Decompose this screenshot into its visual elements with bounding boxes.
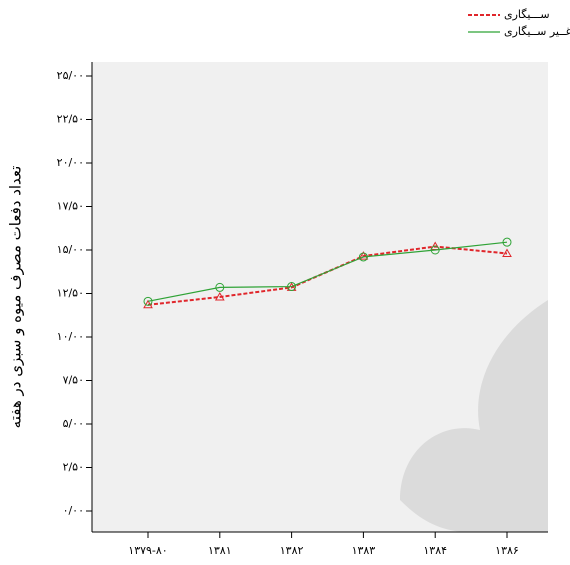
y-tick-label: ۱۰/۰۰	[57, 330, 84, 343]
point	[358, 252, 368, 262]
y-tick-label: ۵/۰۰	[63, 417, 84, 430]
y-tick-label: ۲۵/۰۰	[57, 69, 84, 82]
y-tick-label: ۱۷/۵۰	[57, 200, 84, 213]
x-tick-label: ۱۳۸۳	[352, 544, 376, 557]
point	[143, 299, 153, 309]
x-tick-label: ۱۳۸۲	[280, 544, 304, 557]
y-tick-label: ۱۲/۵۰	[57, 287, 84, 300]
y-axis-label: تعداد دفعات مصرف میوه و سبزی در هفته	[7, 166, 25, 429]
x-tick-label: ۱۳۷۹-۸۰	[128, 544, 167, 557]
y-tick-label: ۲۲/۵۰	[57, 113, 84, 126]
point	[502, 248, 512, 257]
series-line	[147, 241, 508, 302]
point	[358, 251, 369, 260]
point	[287, 282, 297, 292]
y-tick-label: ۱۵/۰۰	[57, 243, 84, 256]
point	[143, 296, 153, 306]
point	[214, 291, 225, 301]
x-tick-label: ۱۳۸۴	[423, 544, 447, 557]
point	[215, 282, 225, 292]
y-tick-label: ۲/۵۰	[63, 461, 84, 474]
legend-label: ســـیگاری	[504, 8, 550, 21]
x-tick-label: ۱۳۸۶	[495, 544, 519, 557]
legend-label: غــیر ســیگاری	[504, 25, 570, 38]
point	[502, 237, 512, 247]
watermark	[400, 300, 548, 532]
y-tick-label: ۰/۰۰	[63, 504, 84, 517]
point	[430, 245, 440, 255]
y-tick-label: ۷/۵۰	[63, 374, 84, 387]
x-tick-label: ۱۳۸۱	[208, 544, 232, 557]
y-tick-label: ۲۰/۰۰	[57, 156, 84, 169]
